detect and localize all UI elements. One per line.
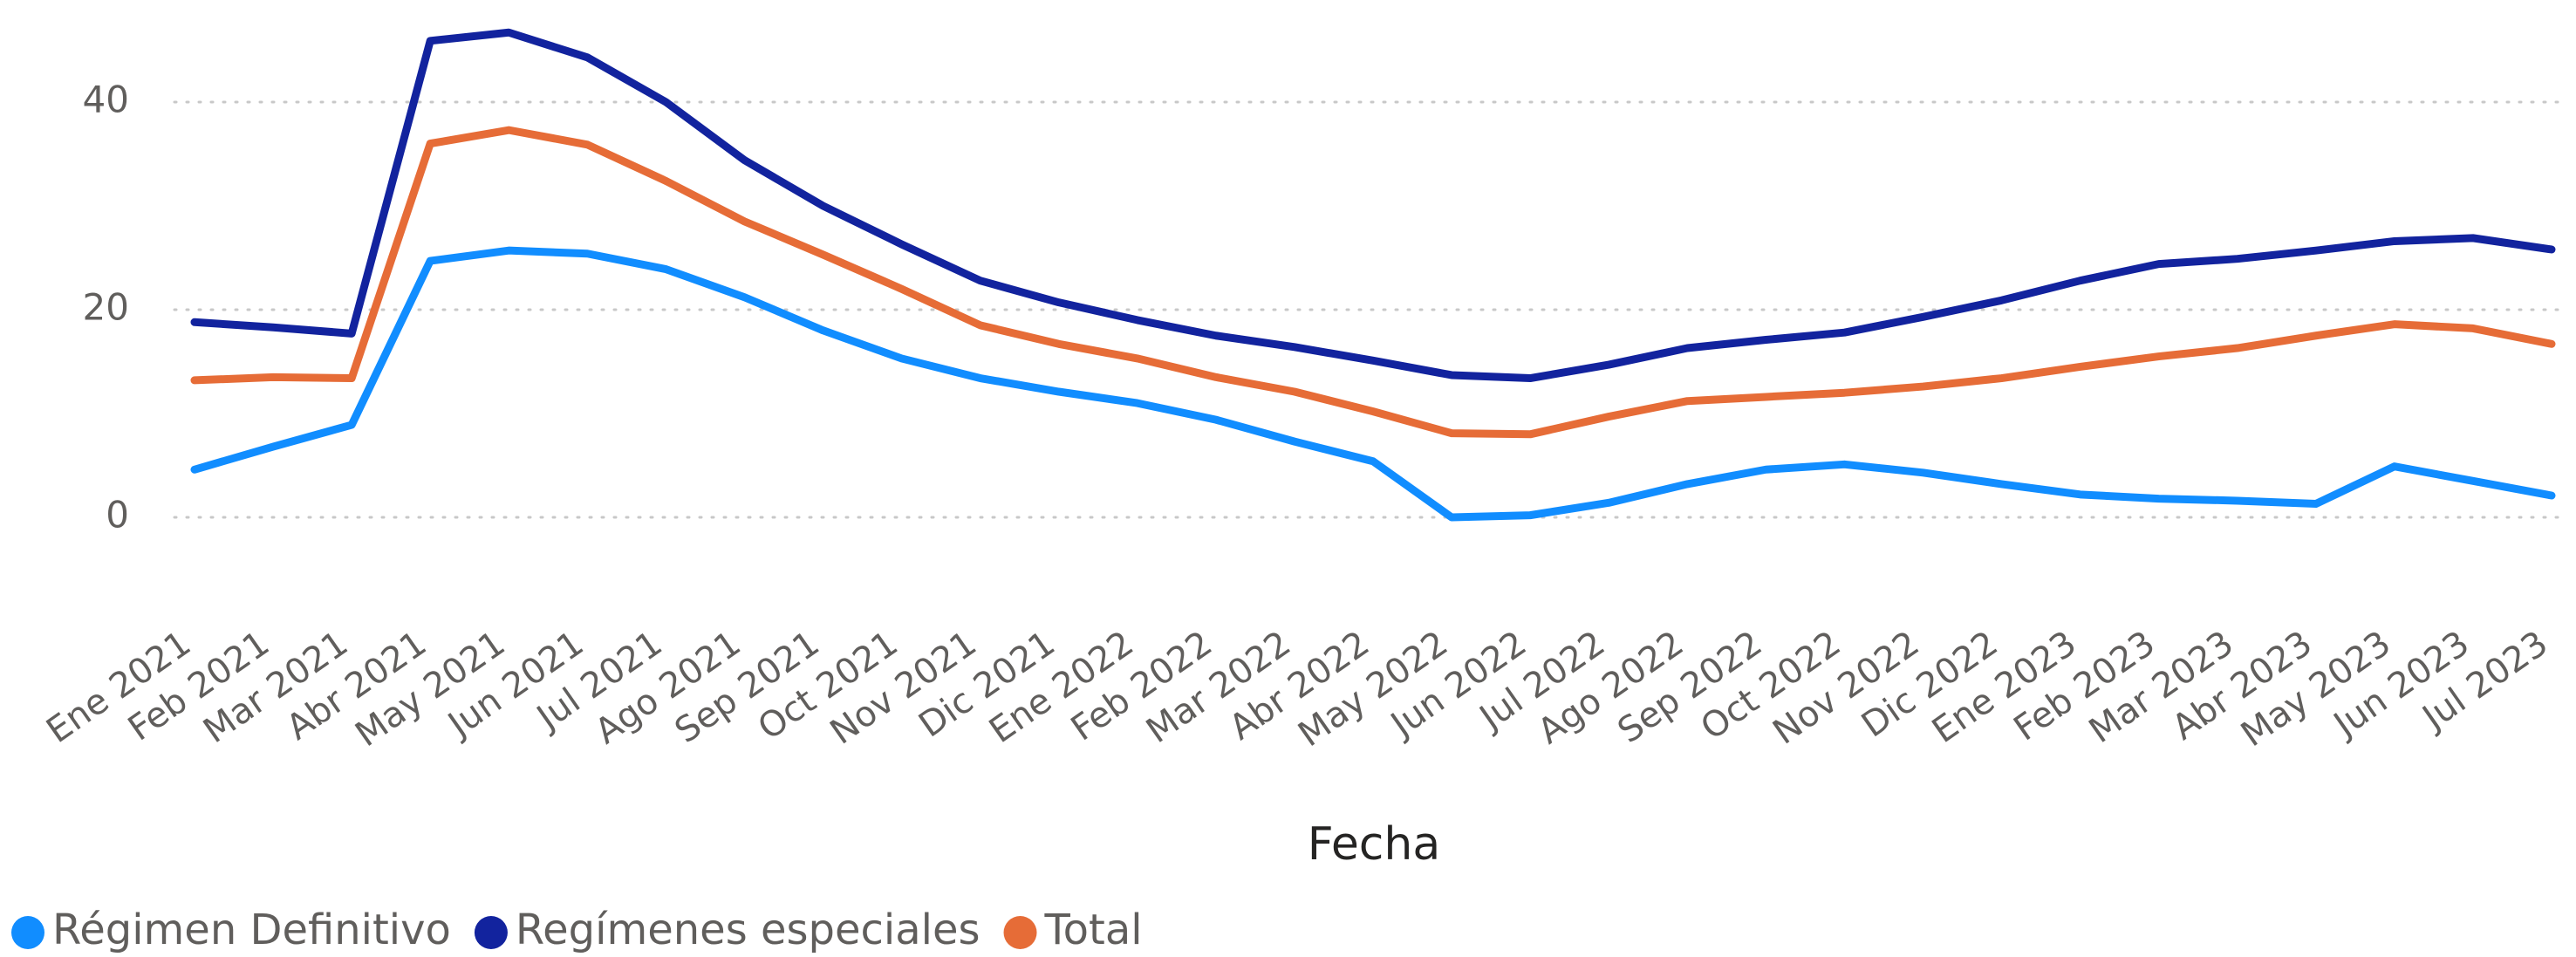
legend-label: Total — [1044, 906, 1143, 954]
legend-label: Régimen Definitivo — [52, 906, 451, 954]
series-line — [190, 28, 2556, 383]
series-line — [190, 126, 2556, 439]
series-line — [190, 246, 2556, 522]
legend-marker — [11, 916, 44, 949]
legend-marker — [1003, 916, 1037, 949]
y-tick-label: 20 — [83, 286, 129, 329]
legend-label: Regímenes especiales — [516, 906, 981, 954]
y-tick-label: 0 — [106, 494, 129, 537]
legend-marker — [474, 916, 508, 949]
x-axis-title: Fecha — [1308, 818, 1440, 871]
y-tick-label: 40 — [83, 79, 129, 121]
